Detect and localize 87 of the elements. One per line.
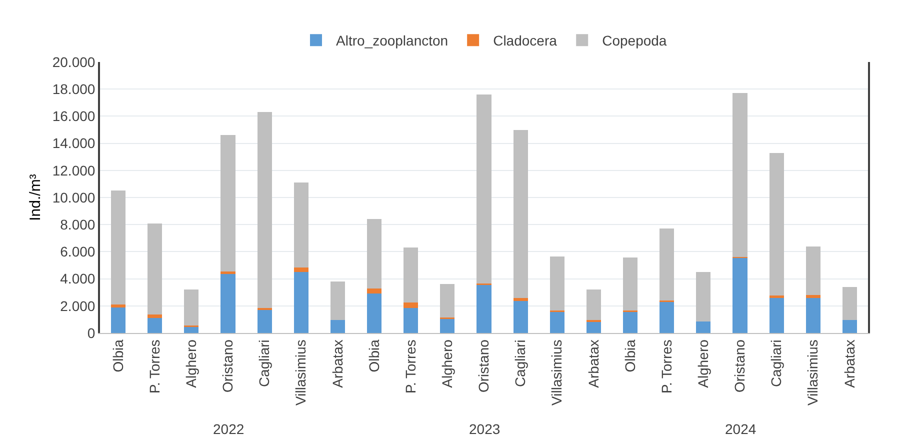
- bar: [806, 246, 820, 296]
- bar: [586, 290, 602, 320]
- x-tick-label: Villasimius: [804, 340, 821, 406]
- bar: [586, 322, 602, 333]
- bar: [660, 228, 674, 300]
- y-axis-title: Ind./m³: [27, 174, 44, 221]
- bar: [550, 312, 564, 333]
- legend-label: Cladocera: [493, 32, 558, 49]
- x-tick-label: Alghero: [182, 339, 199, 388]
- bar: [513, 130, 528, 298]
- bar: [110, 304, 126, 308]
- text: 2022: [213, 421, 244, 437]
- bar: [842, 320, 858, 333]
- bar: [732, 93, 748, 258]
- text: 2024: [725, 421, 756, 437]
- x-tick-label: Alghero: [694, 339, 711, 388]
- bar: [257, 112, 272, 308]
- x-tick-label: Arbatax: [585, 340, 602, 388]
- bar: [366, 294, 382, 333]
- legend-label: Copepoda: [602, 32, 667, 49]
- x-tick-label: Cagliari: [768, 340, 784, 388]
- x-tick-label: Oristano: [220, 339, 236, 393]
- bar: [622, 258, 638, 311]
- x-tick-label: P. Torres: [658, 340, 674, 394]
- bar: [184, 290, 199, 326]
- bar: [769, 152, 784, 296]
- x-tick-label: Olbia: [366, 339, 382, 372]
- bar: [294, 272, 308, 333]
- bar: [513, 301, 528, 333]
- y-tick-label: 18.000: [52, 81, 96, 97]
- x-tick-label: Olbia: [622, 339, 638, 372]
- bar: [769, 297, 784, 333]
- bar: [476, 94, 492, 284]
- x-tick-label: Oristano: [476, 339, 492, 393]
- bar: [806, 295, 820, 298]
- x-tick-label: Alghero: [438, 339, 455, 388]
- x-tick-label: Villasimius: [292, 340, 309, 406]
- x-tick-label: Olbia: [110, 339, 126, 372]
- text: 2023: [469, 421, 500, 437]
- x-tick-label: Villasimius: [548, 340, 565, 406]
- y-tick-label: 10.000: [52, 189, 96, 206]
- bar: [404, 308, 418, 333]
- x-tick-label: P. Torres: [146, 340, 162, 394]
- bar: [294, 267, 308, 272]
- bar: [330, 320, 346, 333]
- bar: [110, 307, 126, 333]
- bar: [696, 321, 711, 333]
- bar: [366, 219, 382, 288]
- y-tick-label: 14.000: [52, 135, 96, 152]
- y-tick-label: 6.000: [60, 244, 96, 260]
- x-tick-label: Arbatax: [841, 340, 858, 388]
- bar: [806, 298, 820, 333]
- bar: [476, 284, 492, 333]
- bar: [732, 258, 748, 333]
- bar: [148, 318, 162, 333]
- bar: [440, 318, 455, 333]
- bar: [366, 288, 382, 294]
- x-tick-label: Cagliari: [256, 340, 272, 388]
- x-tick-label: Arbatax: [329, 340, 346, 388]
- bar: [440, 284, 455, 318]
- bar: [220, 274, 236, 333]
- bar: [220, 135, 236, 272]
- bar: [148, 223, 162, 315]
- y-tick-label: 16.000: [52, 108, 96, 124]
- bar: [257, 309, 272, 333]
- bar: [110, 190, 126, 305]
- bar: [330, 282, 346, 320]
- bar: [660, 302, 674, 333]
- bar: [294, 182, 308, 268]
- bar: [404, 302, 418, 308]
- bar: [696, 272, 711, 322]
- y-tick-label: 8.000: [60, 216, 96, 232]
- y-tick-label: 20.000: [52, 54, 96, 70]
- x-tick-label: Oristano: [732, 339, 748, 393]
- y-tick-label: 12.000: [52, 162, 96, 178]
- x-tick-label: P. Torres: [402, 340, 418, 394]
- y-tick-label: 4.000: [60, 270, 96, 287]
- bar: [622, 312, 638, 333]
- bar: [550, 256, 564, 311]
- bar: [220, 271, 236, 274]
- legend-label: Altro_zooplancton: [336, 32, 448, 49]
- x-tick-label: Cagliari: [512, 340, 528, 388]
- bar: [148, 314, 162, 318]
- bar: [404, 248, 418, 303]
- y-tick-label: 0: [87, 324, 96, 341]
- bar: [842, 286, 858, 320]
- y-tick-label: 2.000: [60, 298, 96, 314]
